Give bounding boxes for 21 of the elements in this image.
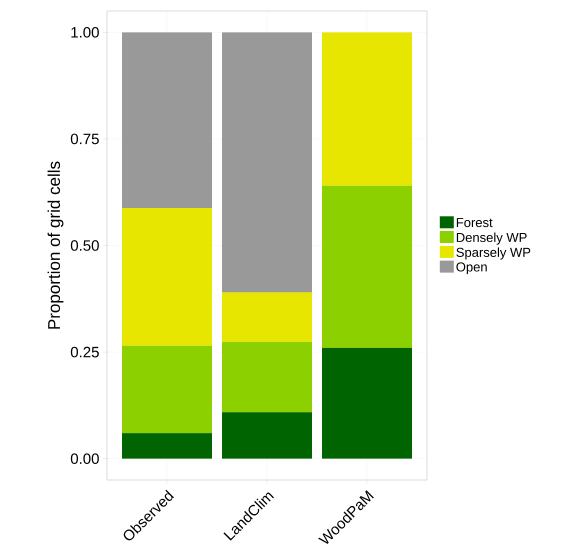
y-axis-title: Proportion of grid cells xyxy=(48,162,64,329)
bar xyxy=(122,346,212,434)
bar xyxy=(122,433,212,459)
y-tick-label: 0.00 xyxy=(70,453,99,464)
legend-label: Sparsely WP xyxy=(456,247,530,260)
y-tick-label: 0.50 xyxy=(70,240,99,251)
bar xyxy=(322,348,412,459)
legend-label: Densely WP xyxy=(456,232,527,245)
bar xyxy=(222,292,312,342)
bar xyxy=(122,32,212,208)
bar xyxy=(322,32,412,186)
y-tick-label: 0.75 xyxy=(70,134,99,144)
legend-label: Forest xyxy=(456,218,493,228)
bar xyxy=(222,32,312,292)
y-tick-label: 0.25 xyxy=(70,346,99,358)
legend-label: Open xyxy=(456,262,487,274)
bar xyxy=(222,342,312,412)
bar xyxy=(222,412,312,459)
bar xyxy=(322,186,412,348)
bar xyxy=(122,208,212,346)
y-tick-label: 1.00 xyxy=(71,27,99,38)
